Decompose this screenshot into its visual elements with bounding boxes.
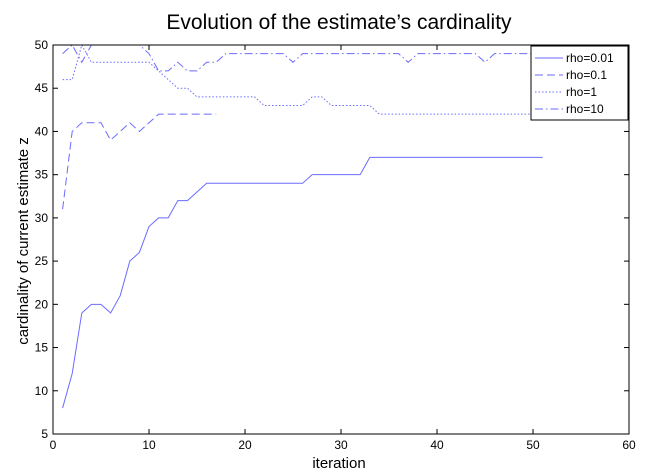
legend: rho=0.01 rho=0.1 rho=1 rho=10 — [530, 45, 629, 121]
tick-layer: 0 10 20 30 40 50 60 5 10 15 20 25 30 35 40 45 50 — [35, 38, 636, 452]
y-tick-label-7: 40 — [35, 124, 49, 138]
y-axis-label: cardinality of current estimate z — [15, 137, 32, 345]
x-tick-label-2: 20 — [238, 438, 252, 452]
y-tick-label-1: 10 — [35, 384, 49, 398]
y-tick-label-3: 20 — [35, 297, 49, 311]
legend-label-2: rho=1 — [566, 85, 597, 99]
y-tick-label-2: 15 — [35, 341, 49, 355]
x-tick-label-4: 40 — [430, 438, 444, 452]
series-line-2 — [62, 43, 543, 115]
y-tick-label-6: 35 — [35, 168, 49, 182]
x-tick-label-6: 60 — [622, 438, 636, 452]
legend-label-1: rho=0.1 — [566, 68, 607, 82]
legend-label-3: rho=10 — [566, 102, 604, 116]
x-tick-label-1: 10 — [142, 438, 156, 452]
series-line-0 — [62, 156, 543, 409]
y-tick-label-8: 45 — [35, 81, 49, 95]
x-tick-label-0: 0 — [50, 438, 57, 452]
y-tick-label-0: 5 — [41, 427, 48, 441]
x-axis-label: iteration — [312, 455, 365, 472]
series-line-3 — [62, 44, 543, 72]
chart-title: Evolution of the estimate’s cardinality — [166, 11, 512, 34]
legend-label-0: rho=0.01 — [566, 51, 614, 65]
x-tick-label-5: 50 — [526, 438, 540, 452]
y-tick-label-4: 25 — [35, 254, 49, 268]
series-layer — [62, 43, 543, 409]
x-tick-label-3: 30 — [334, 438, 348, 452]
y-tick-label-9: 50 — [35, 38, 49, 52]
series-line-1 — [62, 113, 217, 210]
y-tick-label-5: 30 — [35, 211, 49, 225]
